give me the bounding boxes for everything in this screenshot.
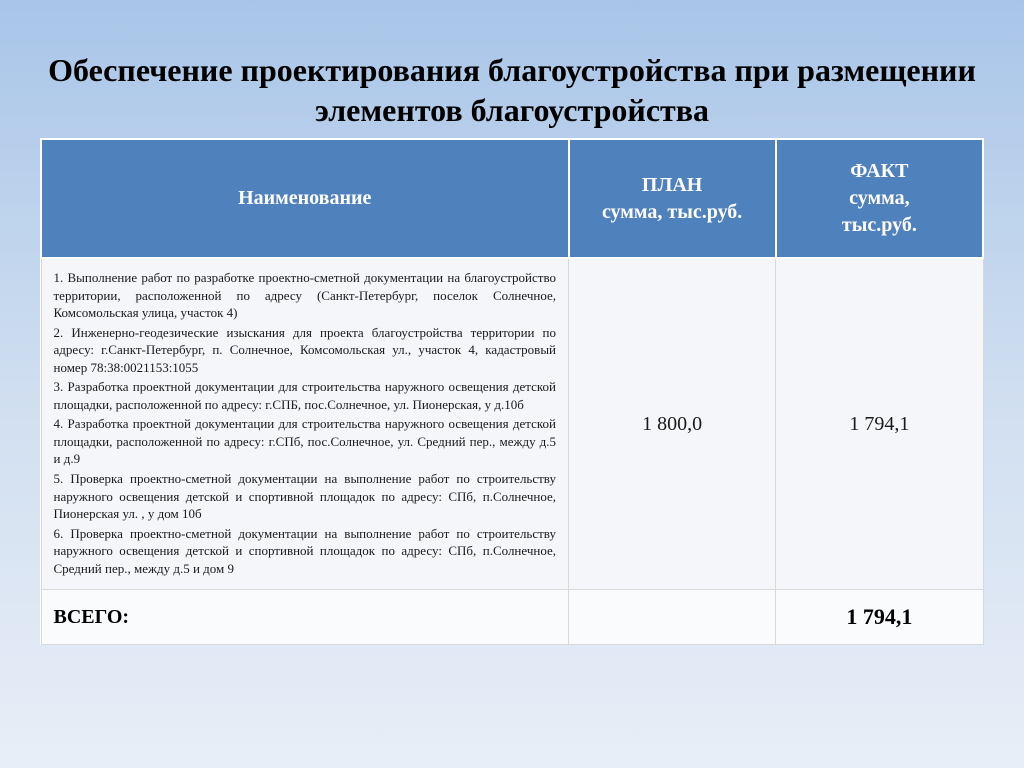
cell-description: 1. Выполнение работ по разработке проект…	[41, 258, 569, 590]
col-header-fact: ФАКТсумма,тыс.руб.	[776, 139, 983, 258]
table-row: 1. Выполнение работ по разработке проект…	[41, 258, 983, 590]
desc-item: 4. Разработка проектной документации для…	[54, 415, 557, 468]
col-header-name: Наименование	[41, 139, 569, 258]
total-fact: 1 794,1	[776, 590, 983, 645]
desc-item: 5. Проверка проектно-сметной документаци…	[54, 470, 557, 523]
budget-table: Наименование ПЛАНсумма, тыс.руб. ФАКТсум…	[40, 138, 984, 645]
total-label: ВСЕГО:	[41, 590, 569, 645]
cell-plan: 1 800,0	[569, 258, 776, 590]
col-header-plan: ПЛАНсумма, тыс.руб.	[569, 139, 776, 258]
page-title: Обеспечение проектирования благоустройст…	[40, 50, 984, 130]
desc-item: 1. Выполнение работ по разработке проект…	[54, 269, 557, 322]
table-total-row: ВСЕГО: 1 794,1	[41, 590, 983, 645]
cell-fact: 1 794,1	[776, 258, 983, 590]
desc-item: 6. Проверка проектно-сметной документаци…	[54, 525, 557, 578]
desc-item: 2. Инженерно-геодезические изыскания для…	[54, 324, 557, 377]
total-plan	[569, 590, 776, 645]
desc-item: 3. Разработка проектной документации для…	[54, 378, 557, 413]
